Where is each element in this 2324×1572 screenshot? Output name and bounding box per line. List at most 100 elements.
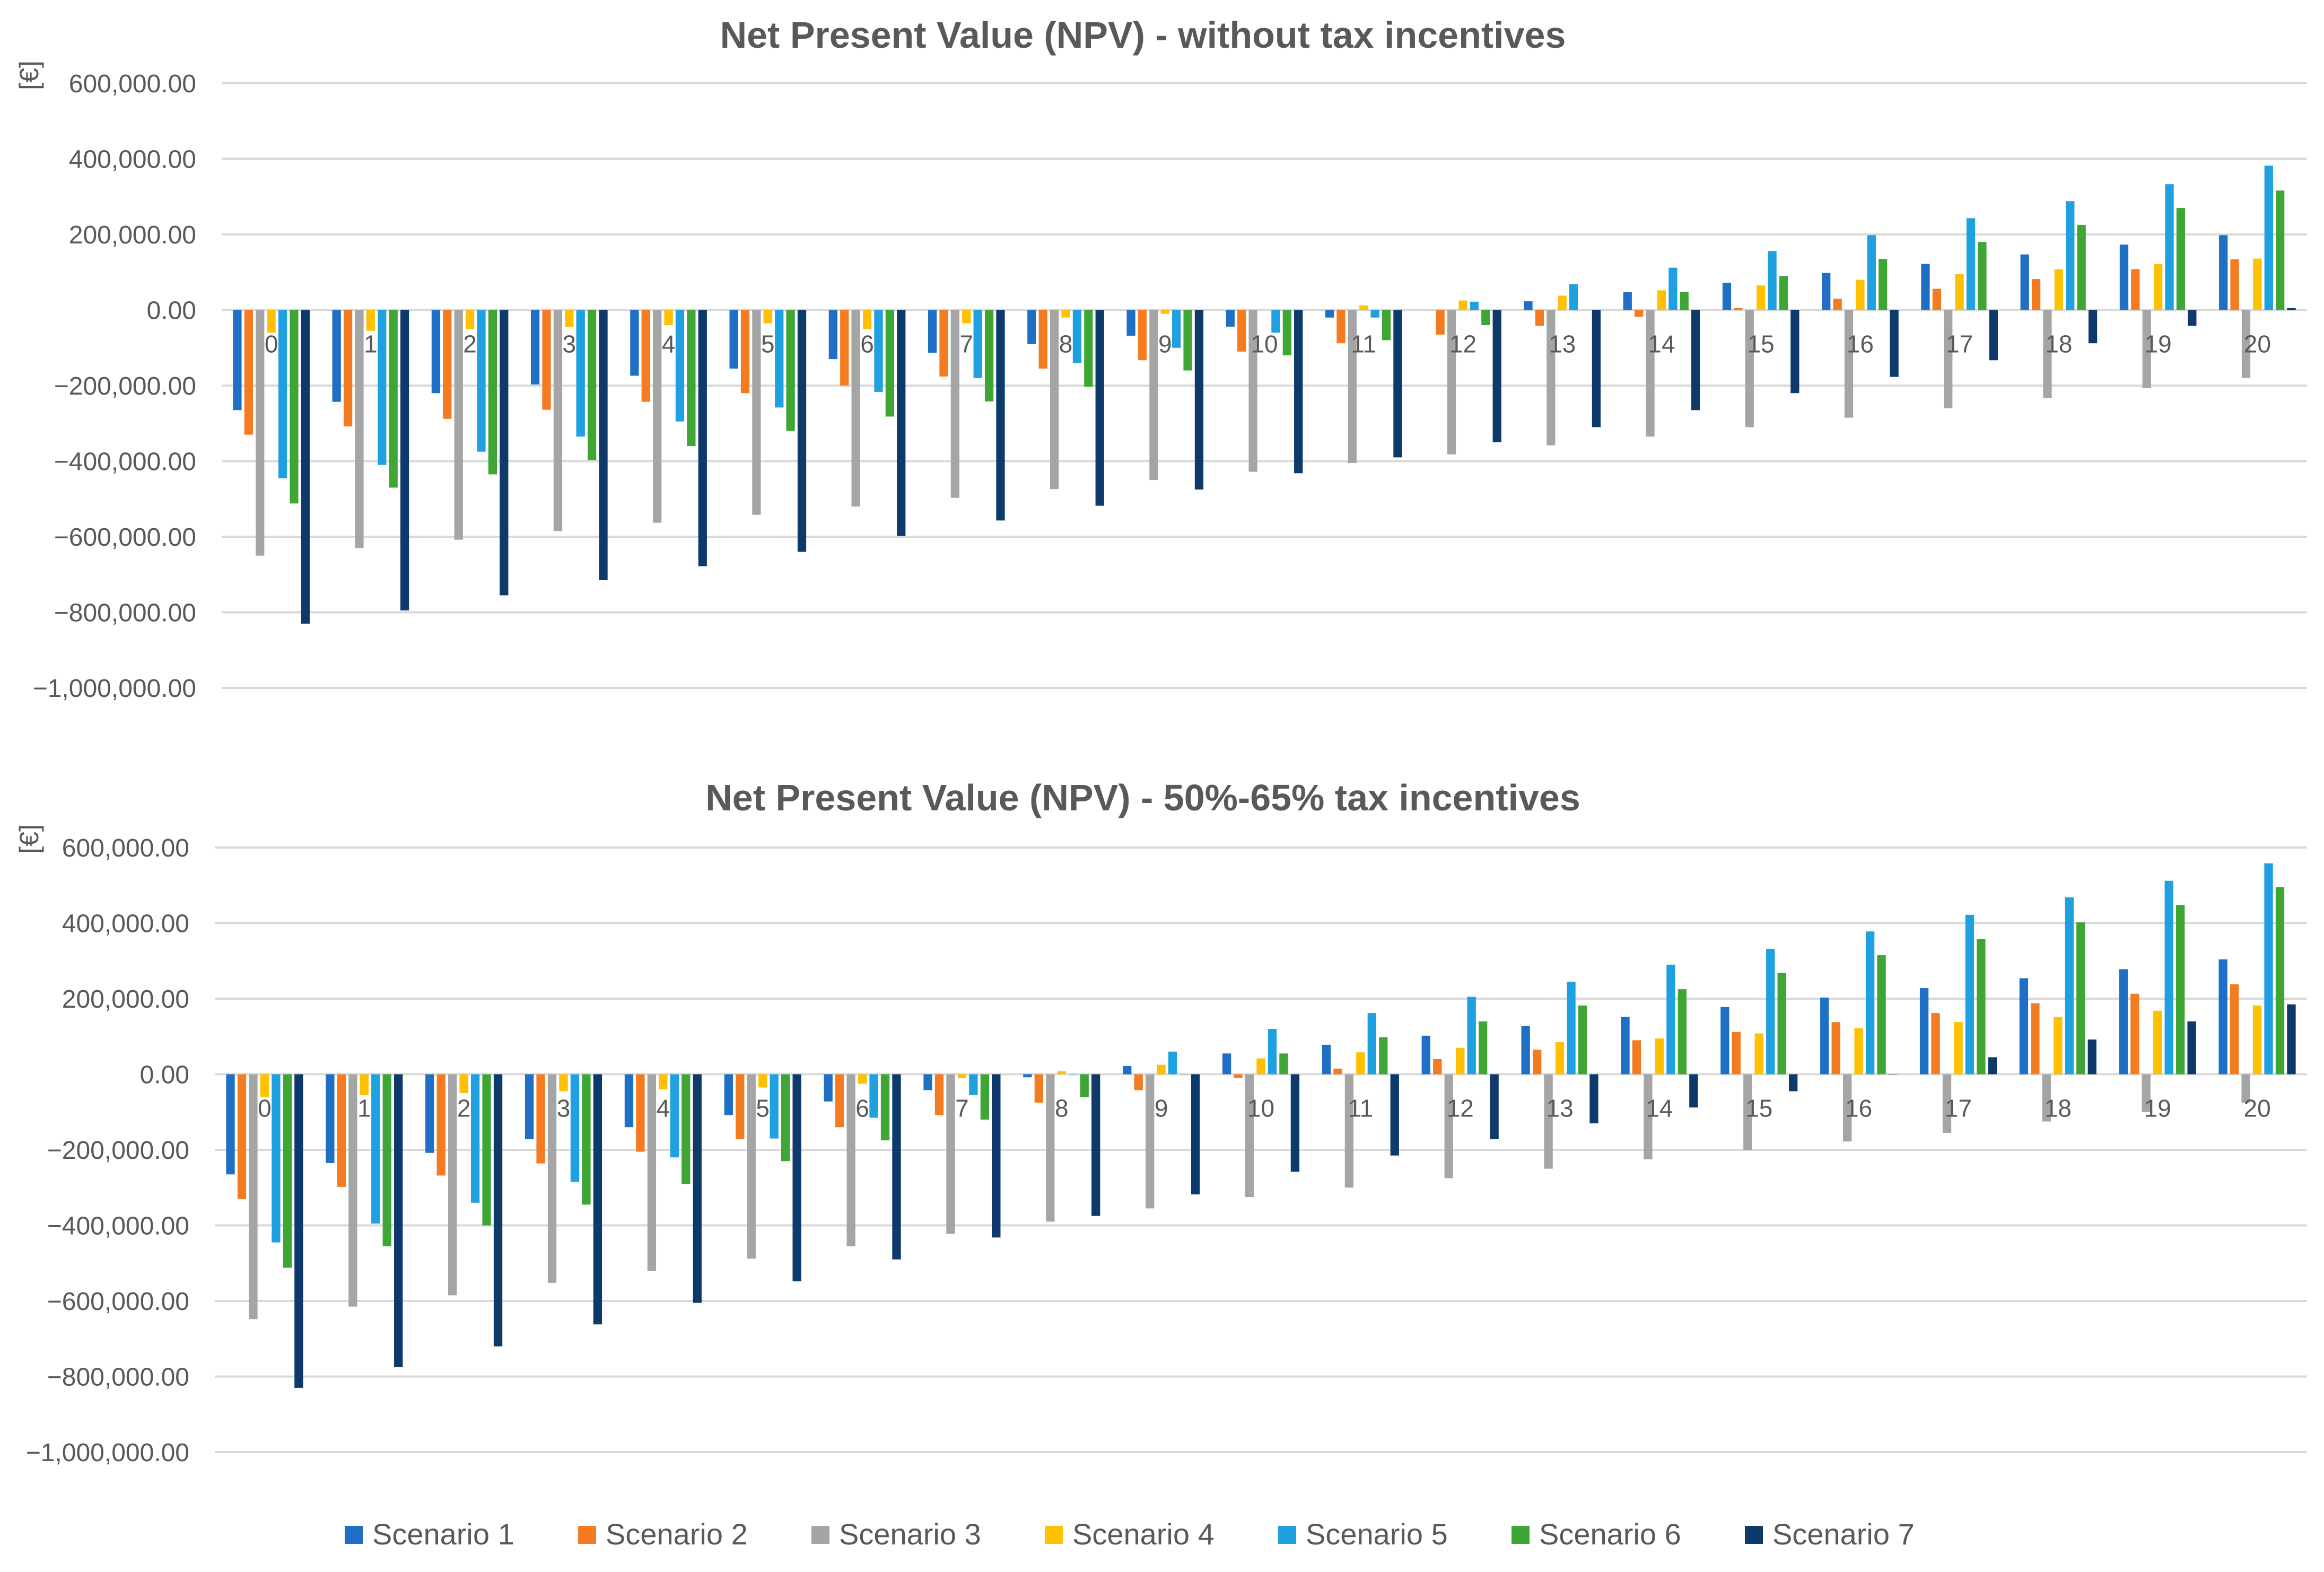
x-tick-label: 10 [1247, 1095, 1274, 1122]
bar [980, 1074, 990, 1120]
bar [724, 1074, 733, 1115]
bar [2252, 1005, 2262, 1075]
bar [1919, 988, 1929, 1075]
bar [301, 310, 310, 624]
x-tick-label: 11 [1348, 1095, 1373, 1122]
chart-title: Net Present Value (NPV) - without tax in… [720, 14, 1566, 56]
y-tick-label: −600,000.00 [54, 523, 196, 552]
bar [326, 1074, 335, 1163]
x-tick-label: 6 [855, 1095, 869, 1122]
x-tick-label: 17 [1945, 1095, 1972, 1122]
bar [647, 1074, 657, 1271]
bar [1632, 1040, 1641, 1075]
bar [547, 1074, 557, 1283]
bar [1222, 1053, 1231, 1075]
bar [1157, 1064, 1166, 1075]
bar [2119, 244, 2129, 310]
legend-label: Scenario 7 [1772, 1517, 1915, 1551]
bar [687, 310, 696, 446]
x-tick-label: 15 [1745, 1095, 1772, 1122]
bar [1989, 310, 1998, 361]
bar [1447, 310, 1456, 455]
x-tick-label: 5 [761, 330, 775, 358]
bar [828, 310, 837, 360]
bar [851, 310, 860, 506]
bar [1745, 310, 1754, 427]
legend-label: Scenario 4 [1072, 1517, 1215, 1551]
legend-label: Scenario 2 [606, 1517, 748, 1551]
bar [630, 310, 639, 376]
bar [1467, 997, 1476, 1075]
legend-swatch [1745, 1526, 1763, 1544]
bar [1732, 1032, 1741, 1075]
bar [1691, 310, 1700, 411]
bar [1393, 310, 1402, 458]
y-tick-label: −200,000.00 [47, 1137, 189, 1165]
x-tick-label: 14 [1646, 1095, 1673, 1122]
bar [1050, 310, 1059, 490]
bar [394, 1074, 403, 1367]
bar [1279, 1053, 1288, 1075]
bar [371, 1074, 380, 1224]
bar [1336, 310, 1346, 344]
bar [1547, 310, 1556, 446]
bar [2187, 1021, 2196, 1075]
bar [1234, 1074, 1243, 1078]
bar [1160, 310, 1169, 314]
bar [1072, 310, 1082, 363]
bar [1532, 1050, 1542, 1075]
y-tick-label: 600,000.00 [62, 834, 189, 862]
bar [2131, 269, 2140, 310]
bar [797, 310, 807, 552]
bar [1932, 289, 1942, 310]
bar [1921, 264, 1930, 310]
bar [1492, 310, 1501, 442]
x-tick-label: 16 [1847, 330, 1874, 358]
bar [1955, 274, 1964, 310]
bar [996, 310, 1005, 521]
bar [786, 310, 795, 431]
bar [1095, 310, 1104, 506]
bar [659, 1074, 668, 1089]
x-tick-label: 9 [1158, 330, 1172, 358]
bar [1777, 973, 1786, 1075]
bar [1226, 310, 1235, 327]
bar [1635, 310, 1644, 317]
bar [2188, 310, 2197, 326]
bar [436, 1074, 445, 1176]
bar [2076, 922, 2085, 1075]
bar [1820, 997, 1829, 1075]
bar [1535, 310, 1544, 326]
bar [2154, 264, 2163, 310]
bar [1822, 273, 1831, 310]
legend-swatch [1045, 1526, 1063, 1544]
y-tick-label: −200,000.00 [54, 372, 196, 400]
bar [582, 1074, 591, 1205]
bar [459, 1074, 468, 1094]
bar [1944, 310, 1953, 408]
bar [1248, 310, 1257, 472]
bar [962, 310, 971, 324]
y-tick-label: 400,000.00 [69, 146, 196, 174]
bar [1172, 310, 1181, 348]
bar [770, 1074, 779, 1139]
bar [1668, 267, 1678, 310]
bar [1421, 1035, 1430, 1075]
x-tick-label: 12 [1449, 330, 1476, 358]
bar [792, 1074, 801, 1281]
bar [1149, 310, 1158, 481]
bar [493, 1074, 503, 1347]
bar [846, 1074, 855, 1246]
bar [670, 1074, 679, 1158]
bar [477, 310, 486, 452]
bar [360, 1074, 369, 1095]
y-tick-label: −1,000,000.00 [33, 675, 196, 703]
bar [934, 1074, 944, 1115]
bar [2153, 1010, 2162, 1075]
bar [1038, 310, 1047, 369]
bar [425, 1074, 434, 1153]
legend-swatch [811, 1526, 829, 1544]
bar [2218, 959, 2227, 1075]
bar [1370, 310, 1379, 318]
bar [1978, 242, 1987, 310]
